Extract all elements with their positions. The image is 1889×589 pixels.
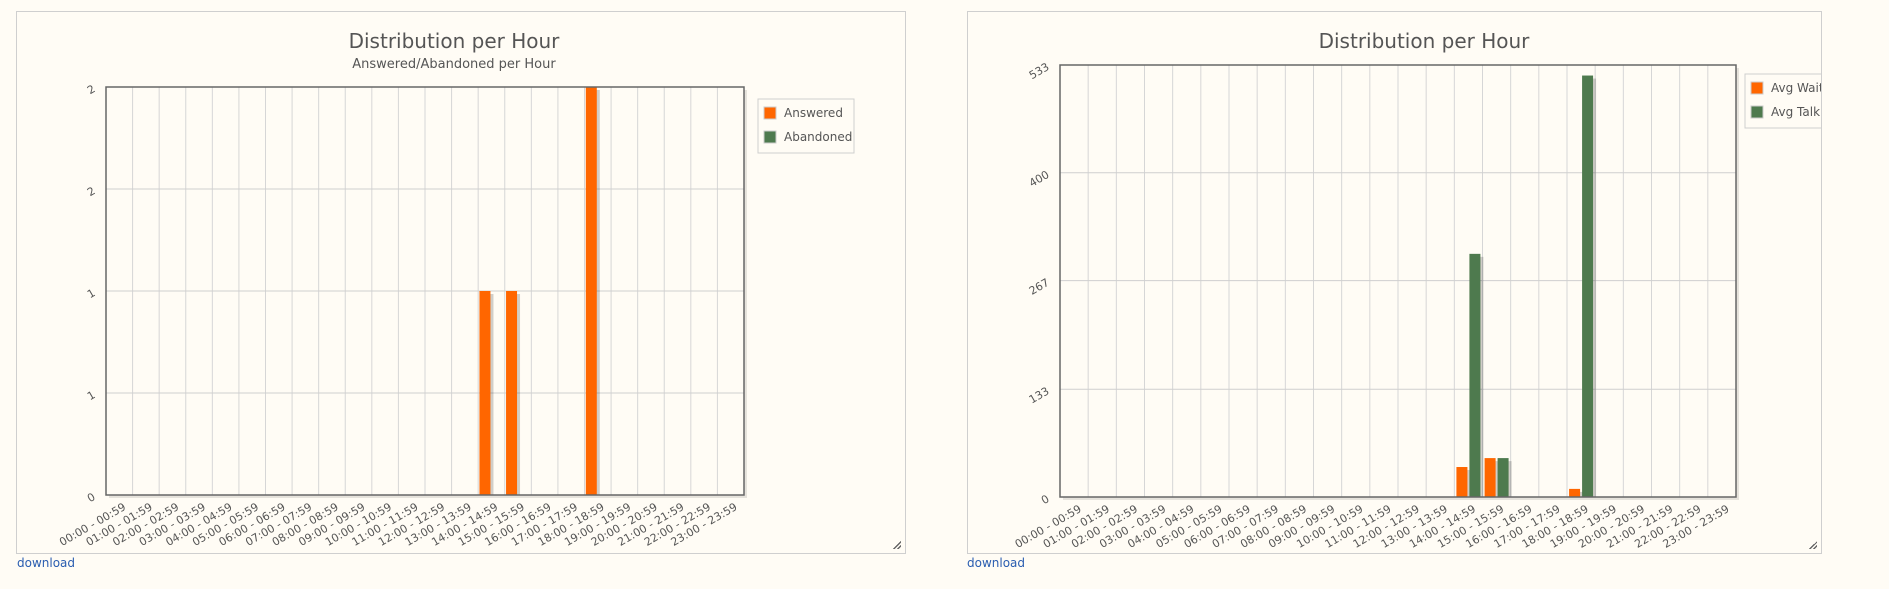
- legend-swatch: [763, 106, 777, 120]
- chart-avg-wait-talk: Distribution per Hour013326740053300:00 …: [1013, 29, 1821, 551]
- bar-avg-wait: [1569, 488, 1581, 497]
- y-tick-label: 1: [85, 286, 98, 301]
- y-tick-label: 533: [1027, 60, 1052, 82]
- chart-panel-right: Distribution per Hour 0 133 267 400 533 00:00 …: [967, 11, 1822, 554]
- plot-border: [105, 86, 745, 496]
- bar-avg-talk: [1582, 75, 1594, 497]
- y-tick-label: 267: [1027, 276, 1052, 298]
- download-link[interactable]: download: [967, 556, 1026, 570]
- chart-title: Distribution per Hour: [1319, 29, 1531, 53]
- y-tick-label: 133: [1027, 385, 1052, 407]
- chart-panel-left: Distribution per Hour Answered/Abandoned …: [16, 11, 906, 554]
- y-tick-label: 2: [85, 82, 98, 97]
- chart-answered-abandoned: Distribution per Hour Answered/Abandoned …: [57, 29, 855, 549]
- y-tick-label: 0: [85, 490, 98, 505]
- chart-title: Distribution per Hour: [349, 29, 561, 53]
- bar-avg-talk: [1469, 253, 1481, 497]
- legend-swatch: [763, 130, 777, 144]
- y-tick-label: 2: [85, 184, 98, 199]
- download-link[interactable]: download: [17, 556, 76, 570]
- y-tick-label: 0: [1039, 492, 1052, 507]
- bar-avg-talk: [1497, 458, 1509, 497]
- legend-label: Avg Talk: [1771, 105, 1820, 119]
- legend-swatch: [1750, 105, 1764, 119]
- legend-label: Avg Wait: [1771, 81, 1821, 95]
- plot-border: [1059, 64, 1737, 498]
- legend-swatch: [1750, 81, 1764, 95]
- legend-label: Abandoned: [784, 130, 852, 144]
- bar-avg-wait: [1456, 467, 1468, 497]
- resize-handle[interactable]: [893, 541, 901, 549]
- bar-answered: [585, 87, 597, 495]
- chart-subtitle: Answered/Abandoned per Hour: [352, 57, 556, 72]
- resize-handle[interactable]: [1809, 541, 1817, 549]
- bar-avg-wait: [1484, 458, 1496, 497]
- y-tick-label: 400: [1027, 168, 1052, 190]
- y-tick-label: 1: [85, 388, 98, 403]
- legend-label: Answered: [784, 106, 843, 120]
- bar-answered: [479, 291, 491, 495]
- bar-answered: [506, 291, 518, 495]
